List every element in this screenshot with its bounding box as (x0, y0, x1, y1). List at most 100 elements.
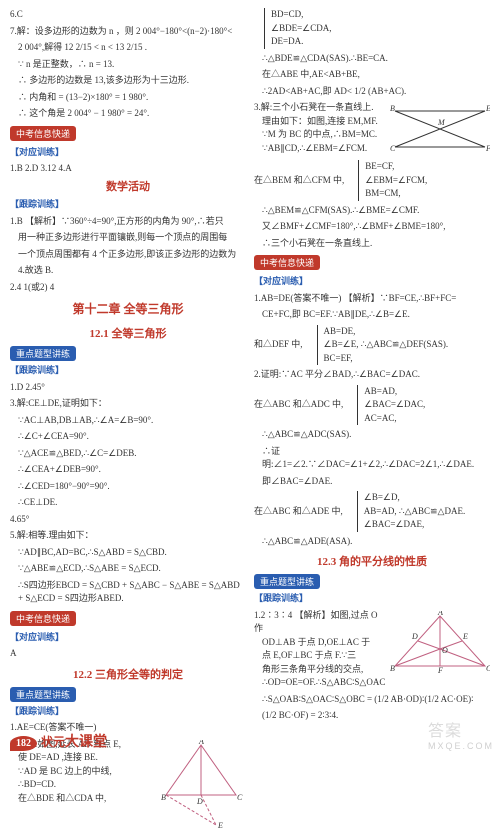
act-1c: 一个顶点周围都有 4 个正多边形,即该正多边形的边数为 (10, 248, 246, 262)
svg-text:E: E (485, 104, 490, 113)
ans-7e: ∴ 内角和 = (13−2)×180° = 1 980°. (10, 91, 246, 105)
u1e: ∴OD=OE=OF.∴S△ABC∶S△OAC (254, 676, 386, 690)
svg-text:F: F (485, 144, 490, 153)
page-footer: 182 状元大课堂 (10, 731, 107, 751)
r4c: ∵M 为 BC 的中点,∴BM=MC. (254, 128, 386, 142)
brace2-b: ∠EBM=∠FCM, (365, 174, 427, 188)
activity-title: 数学活动 (10, 179, 246, 196)
brace2-c: BM=CM, (365, 187, 427, 201)
svg-text:A: A (198, 740, 204, 746)
t2d: ∴证明:∠1=∠2.∵∠DAC=∠1+∠2,∴∠DAC=2∠1,∴∠DAE. (254, 445, 490, 472)
svg-text:A: A (437, 611, 443, 617)
svg-text:B: B (161, 793, 166, 802)
chapter-12-title: 第十二章 全等三角形 (10, 300, 246, 317)
svg-text:F: F (437, 666, 443, 673)
diagram-crossed: B E M C F (390, 103, 490, 155)
brace3-c: BC=EF, (324, 352, 449, 366)
r4b: 理由如下：如图,连接 EM,MF. (254, 115, 386, 129)
bar-keytype-1: 重点题型讲练 (10, 346, 76, 361)
label-follow-1: 【跟踪训练】 (10, 198, 246, 212)
svg-text:B: B (390, 104, 395, 113)
svg-text:M: M (437, 118, 446, 127)
ans-7c: ∵ n 是正整数，∴ n = 13. (10, 58, 246, 72)
page-number: 182 (10, 736, 37, 751)
ans-7f: ∴ 这个角是 2 004° − 1 980° = 24°. (10, 107, 246, 121)
brand-logo: 状元大课堂 (41, 731, 107, 751)
act-1a: 1.B 【解析】∵360°÷4=90°,正方形的内角为 90°,∴若只 (10, 215, 246, 229)
brace5-b: AB=AD, ∴△ABC≌△DAE. (364, 505, 465, 519)
brace1-a: BD=CD, (271, 8, 490, 22)
label-follow-2: 【跟踪训练】 (10, 364, 246, 378)
brace2-a: BE=CF, (365, 160, 427, 174)
p1: 1.D 2.45° (10, 381, 246, 395)
t2b: 在△ABC 和△ADC 中, (254, 398, 343, 412)
section-12-2: 12.2 三角形全等的判定 (10, 666, 246, 682)
p4: 4.65° (10, 513, 246, 527)
label-follow-r3: 【跟踪训练】 (254, 592, 490, 606)
q2b: 使 DE=AD ,连接 BE. (10, 751, 157, 765)
act-1b: 用一种正多边形进行平面镶嵌,则每一个顶点的周围每 (10, 231, 246, 245)
brace3-a: AB=DE, (324, 325, 449, 339)
t1a: 1.AB=DE(答案不唯一) 【解析】∵BF=CE,∴BF+FC= (254, 292, 490, 306)
u1f: ∴S△OAB∶S△OAC∶S△OBC = (1/2 AB·OD)∶(1/2 AC… (254, 693, 490, 707)
section-12-3: 12.3 角的平分线的性质 (254, 553, 490, 569)
brace1-b: ∠BDE=∠CDA, (271, 22, 490, 36)
svg-text:E: E (217, 821, 223, 830)
u1c: 点 E,OF⊥BC 于点 F.∵三 (254, 649, 386, 663)
svg-text:C: C (390, 144, 396, 153)
p3a: 3.解:CE⊥DE,证明如下： (10, 397, 246, 411)
p5b: ∵AD∥BC,AD=BC,∴S△ABD = S△CBD. (10, 546, 246, 560)
brand-part1: 状元 (41, 735, 65, 749)
p3f: ∴∠CED=180°−90°=90°. (10, 480, 246, 494)
brace1-c: DE=DA. (271, 35, 490, 49)
brace4-c: AC=AC, (364, 412, 425, 426)
p3c: ∴∠C+∠CEA=90°. (10, 430, 246, 444)
t2c: ∴△ABC≌△ADC(SAS). (254, 428, 490, 442)
p3g: ∴CE⊥DE. (10, 496, 246, 510)
bar-keytype-3: 重点题型讲练 (254, 574, 320, 589)
svg-text:E: E (462, 632, 468, 641)
act-1d: 4.故选 B. (10, 264, 246, 278)
svg-text:D: D (411, 632, 418, 641)
bar-exam-1: 中考信息快递 (10, 126, 76, 141)
r6: ∴△BEM≌△CFM(SAS).∴∠BME=∠CMF. (254, 204, 490, 218)
r7: 又∠BMF+∠CMF=180°,∴∠BMF+∠BME=180°, (254, 220, 490, 234)
r5: 在△BEM 和△CFM 中, (254, 174, 344, 188)
bar-keytype-2: 重点题型讲练 (10, 687, 76, 702)
diagram-triangle-left: A B C D E (161, 740, 246, 830)
t1c: 和△DEF 中, (254, 338, 303, 352)
train-a: A (10, 647, 246, 661)
r4a: 3.解:三个小石凳在一条直线上. (254, 101, 386, 115)
r4d: ∵AB∥CD,∴∠EBM=∠FCM. (254, 142, 386, 156)
ans-7a: 7.解：设多边形的边数为 n ，则 2 004°−180°<(n−2)·180°… (10, 25, 246, 39)
label-train-2: 【对应训练】 (10, 631, 246, 645)
u1a: 1.2∶3∶4 【解析】如图,过点 O 作 (254, 609, 386, 636)
p3e: ∴∠CEA+∠DEB=90°. (10, 463, 246, 477)
p5c: ∵△ABE≌△ECD,∴S△ABE = S△ECD. (10, 562, 246, 576)
bar-exam-2: 中考信息快递 (10, 611, 76, 626)
label-train-3: 【对应训练】 (254, 275, 490, 289)
brace4-b: ∠BAC=∠DAC, (364, 398, 425, 412)
brand-part2: 大课堂 (65, 735, 107, 750)
label-follow-3: 【跟踪训练】 (10, 705, 246, 719)
u1d: 角形三条角平分线的交点, (254, 663, 386, 677)
t2g: ∴△ABC≌△ADE(ASA). (254, 535, 490, 549)
q2d: ∴BD=CD. (10, 778, 157, 792)
r2: 在△ABE 中,AE<AB+BE, (254, 68, 490, 82)
q2c: ∵AD 是 BC 边上的中线, (10, 765, 157, 779)
diagram-triangle-right: A BC DE OF (390, 611, 490, 688)
brace-2: BE=CF, ∠EBM=∠FCM, BM=CM, (358, 160, 427, 201)
brace-5: ∠B=∠D, AB=AD, ∴△ABC≌△DAE. ∠BAC=∠DAE, (357, 491, 465, 532)
watermark-main: 答案 (428, 723, 462, 740)
t2f: 在△ABC 和△ADE 中, (254, 505, 343, 519)
t1b: CE+FC,即 BC=EF.∵AB∥DE,∴∠B=∠E. (254, 308, 490, 322)
ans-6: 6.C (10, 8, 246, 22)
r1: ∴△BDE≌△CDA(SAS).∴BE=CA. (254, 52, 490, 66)
svg-text:O: O (442, 646, 448, 655)
bar-exam-3: 中考信息快递 (254, 255, 320, 270)
t2e: 即∠BAC=∠DAE. (254, 475, 490, 489)
ans-7d: ∴ 多边形的边数是 13,该多边形为十三边形. (10, 74, 246, 88)
p3d: ∵△ACE≌△BED,∴∠C=∠DEB. (10, 447, 246, 461)
p5d: ∴S四边形EBCD = S△CBD + S△ABC − S△ABE = S△AB… (10, 579, 246, 606)
brace5-c: ∠BAC=∠DAE, (364, 518, 465, 532)
